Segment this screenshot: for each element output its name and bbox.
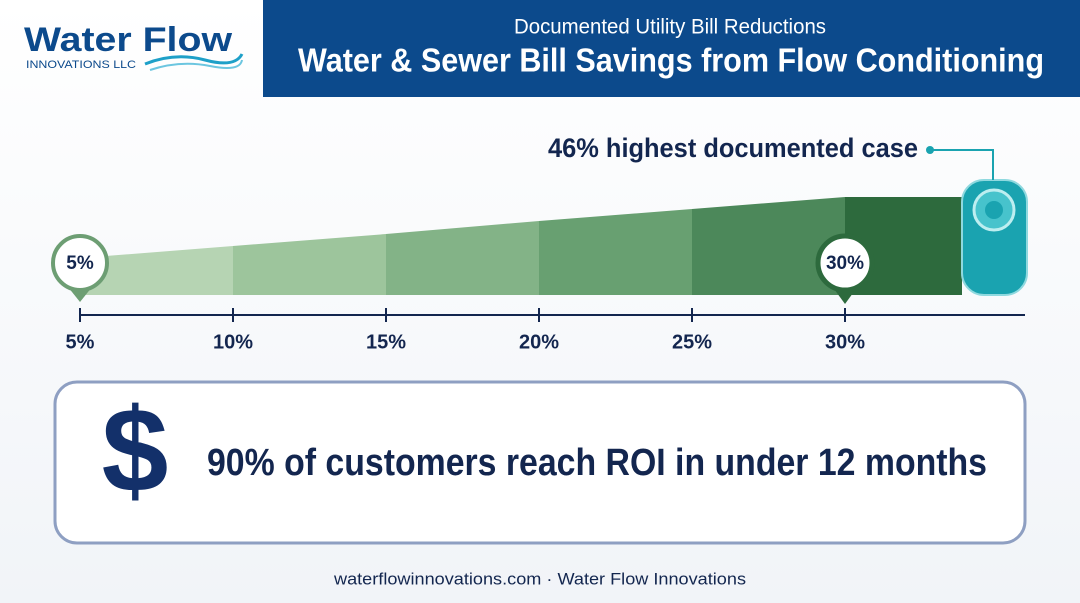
ramp-segment [845, 197, 962, 295]
tick-label: 5% [66, 331, 95, 353]
header-title: Water & Sewer Bill Savings from Flow Con… [298, 42, 1044, 79]
header-subtitle: Documented Utility Bill Reductions [514, 16, 826, 39]
ramp [80, 197, 962, 295]
callout: 46% highest documented case [548, 133, 918, 163]
ramp-segment [692, 197, 845, 295]
marker-label: 30% [826, 253, 864, 274]
tick-label: 10% [213, 331, 253, 353]
marker-label: 5% [66, 253, 94, 274]
ramp-segment [233, 234, 386, 295]
ramp-segment [386, 221, 539, 295]
logo-wave [144, 53, 244, 66]
banner [53, 380, 1027, 545]
tick-label: 25% [672, 331, 712, 353]
logo-sub: INNOVATIONS LLC [26, 59, 136, 71]
ramp-segment [80, 246, 233, 295]
peak-dot-inner [985, 201, 1003, 219]
tick-label: 20% [519, 331, 559, 353]
logo-name: Water Flow [24, 21, 233, 59]
marker [51, 234, 109, 292]
footer: waterflowinnovations.com · Water Flow In… [333, 569, 746, 588]
banner-text: 90% of customers reach ROI in under 12 m… [207, 442, 987, 484]
axis-ticks: 5% 10% 15% 20% 25% 30% [66, 308, 865, 353]
tick-label: 30% [825, 331, 865, 353]
callout-line [930, 149, 994, 180]
marker [815, 233, 875, 293]
header-band [263, 0, 1080, 97]
ramp-segment [539, 209, 692, 295]
banner-icon: $ [102, 384, 169, 518]
logo-wave [149, 59, 243, 71]
tick-label: 15% [366, 331, 406, 353]
